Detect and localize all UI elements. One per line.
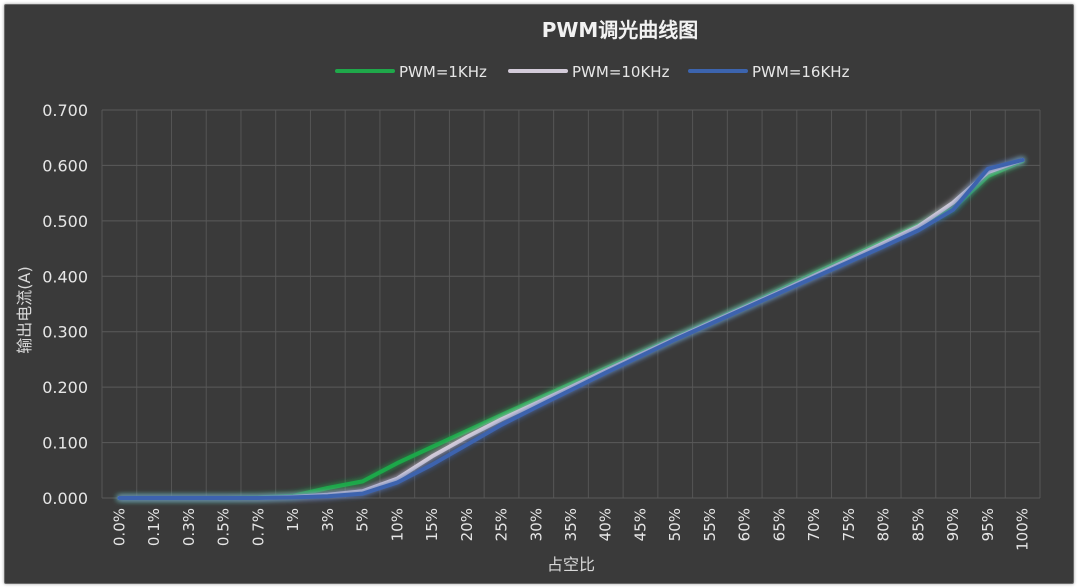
chart-frame	[4, 4, 1074, 584]
x-tick-label: 3%	[319, 508, 337, 532]
x-axis-ticks: 0.0% 0.1% 0.3% 0.5% 0.7% 1% 3% 5% 10% 15% 20% 25% 30…	[110, 508, 1031, 551]
x-tick-label: 30%	[527, 508, 545, 541]
x-tick-label: 85%	[909, 508, 927, 541]
x-tick-label: 90%	[944, 508, 962, 541]
x-tick-label: 65%	[770, 508, 788, 541]
y-axis-label: 输出电流(A)	[15, 266, 34, 353]
series-line	[117, 157, 1025, 500]
x-tick-label: 50%	[666, 508, 684, 541]
x-tick-label: 0.1%	[145, 508, 163, 546]
x-tick-label: 0.0%	[110, 508, 128, 546]
y-tick-label: 0.400	[42, 267, 88, 286]
legend-entry: PWM=1KHz	[399, 63, 487, 81]
x-tick-label: 25%	[493, 508, 511, 541]
x-tick-label: 0.3%	[180, 508, 198, 546]
series-lines	[117, 157, 1025, 500]
x-tick-label: 95%	[979, 508, 997, 541]
x-tick-label: 15%	[423, 508, 441, 541]
x-tick-label: 1%	[284, 508, 302, 532]
y-tick-label: 0.000	[42, 489, 88, 508]
legend-entry: PWM=16KHz	[752, 63, 850, 81]
series-line	[117, 157, 1025, 500]
x-tick-label: 0.5%	[215, 508, 233, 546]
y-tick-label: 0.300	[42, 323, 88, 342]
y-tick-label: 0.200	[42, 378, 88, 397]
y-tick-label: 0.700	[42, 101, 88, 120]
x-tick-label: 60%	[736, 508, 754, 541]
chart-title: PWM调光曲线图	[542, 18, 699, 42]
x-tick-label: 10%	[388, 508, 406, 541]
x-tick-label: 40%	[597, 508, 615, 541]
legend-entry: PWM=10KHz	[572, 63, 670, 81]
x-tick-label: 100%	[1014, 508, 1032, 551]
x-tick-label: 55%	[701, 508, 719, 541]
x-tick-label: 75%	[840, 508, 858, 541]
x-tick-label: 45%	[631, 508, 649, 541]
y-axis-ticks: 0.000 0.100 0.200 0.300 0.400 0.500 0.600 0.700	[42, 101, 88, 508]
grid	[101, 109, 1041, 499]
x-tick-label: 5%	[354, 508, 372, 532]
legend: PWM=1KHz PWM=10KHz PWM=16KHz	[335, 63, 850, 81]
y-tick-label: 0.600	[42, 156, 88, 175]
y-tick-label: 0.100	[42, 434, 88, 453]
y-tick-label: 0.500	[42, 212, 88, 231]
x-tick-label: 70%	[805, 508, 823, 541]
series-line	[117, 159, 1025, 500]
x-tick-label: 20%	[458, 508, 476, 541]
x-tick-label: 0.7%	[249, 508, 267, 546]
x-axis-label: 占空比	[547, 555, 595, 574]
x-tick-label: 35%	[562, 508, 580, 541]
x-tick-label: 80%	[875, 508, 893, 541]
